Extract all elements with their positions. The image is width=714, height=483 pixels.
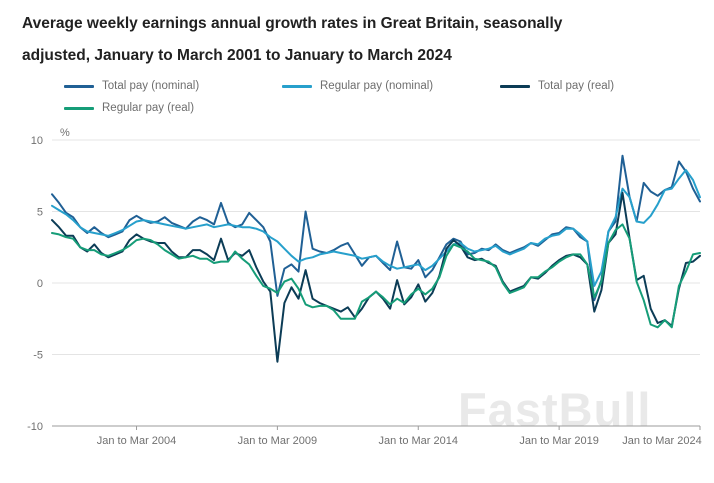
y-axis-label: 10 [31, 135, 43, 147]
chart-area: FastBull 10 5 0 -5 -10% Jan to Mar 2004 Jan to… [0, 124, 714, 476]
chart-title-line1: Average weekly earnings annual growth ra… [22, 15, 563, 32]
y-axis-label: -10 [27, 421, 43, 433]
legend-item-total-pay-nominal[interactable]: Total pay (nominal) [64, 80, 282, 92]
legend-swatch-total-pay-real [500, 84, 530, 88]
chart-title-line2: adjusted, January to March 2001 to Janua… [22, 47, 452, 64]
legend-label: Regular pay (nominal) [320, 80, 434, 92]
y-axis-label: 0 [37, 278, 43, 290]
legend-swatch-regular-pay-real [64, 106, 94, 110]
legend-label: Total pay (nominal) [102, 80, 200, 92]
series-line-regular-pay-real [51, 223, 701, 329]
x-axis-label: Jan to Mar 2019 [519, 435, 599, 447]
x-axis-label: Jan to Mar 2004 [97, 435, 177, 447]
y-axis-label: -5 [33, 350, 43, 362]
watermark: FastBull [458, 383, 652, 436]
legend-item-regular-pay-real[interactable]: Regular pay (real) [64, 102, 282, 114]
legend: Total pay (nominal) Regular pay (nominal)… [64, 80, 714, 114]
chart-title: Average weekly earnings annual growth ra… [22, 8, 662, 72]
legend-swatch-regular-pay-nominal [282, 84, 312, 88]
legend-item-regular-pay-nominal[interactable]: Regular pay (nominal) [282, 80, 500, 92]
x-axis-label: Jan to Mar 2014 [379, 435, 459, 447]
legend-label: Regular pay (real) [102, 102, 195, 114]
line-chart: 10 5 0 -5 -10% Jan to Mar 2004 Jan to Mar 2009… [27, 127, 702, 447]
legend-swatch-total-pay-nominal [64, 84, 94, 88]
legend-item-total-pay-real[interactable]: Total pay (real) [500, 80, 714, 92]
x-axis-label: Jan to Mar 2024 [622, 435, 702, 447]
y-axis-label: 5 [37, 207, 43, 219]
x-axis-label: Jan to Mar 2009 [238, 435, 318, 447]
legend-label: Total pay (real) [538, 80, 615, 92]
y-axis-unit-label: % [60, 127, 70, 139]
series-line-regular-pay-nominal [51, 169, 701, 287]
